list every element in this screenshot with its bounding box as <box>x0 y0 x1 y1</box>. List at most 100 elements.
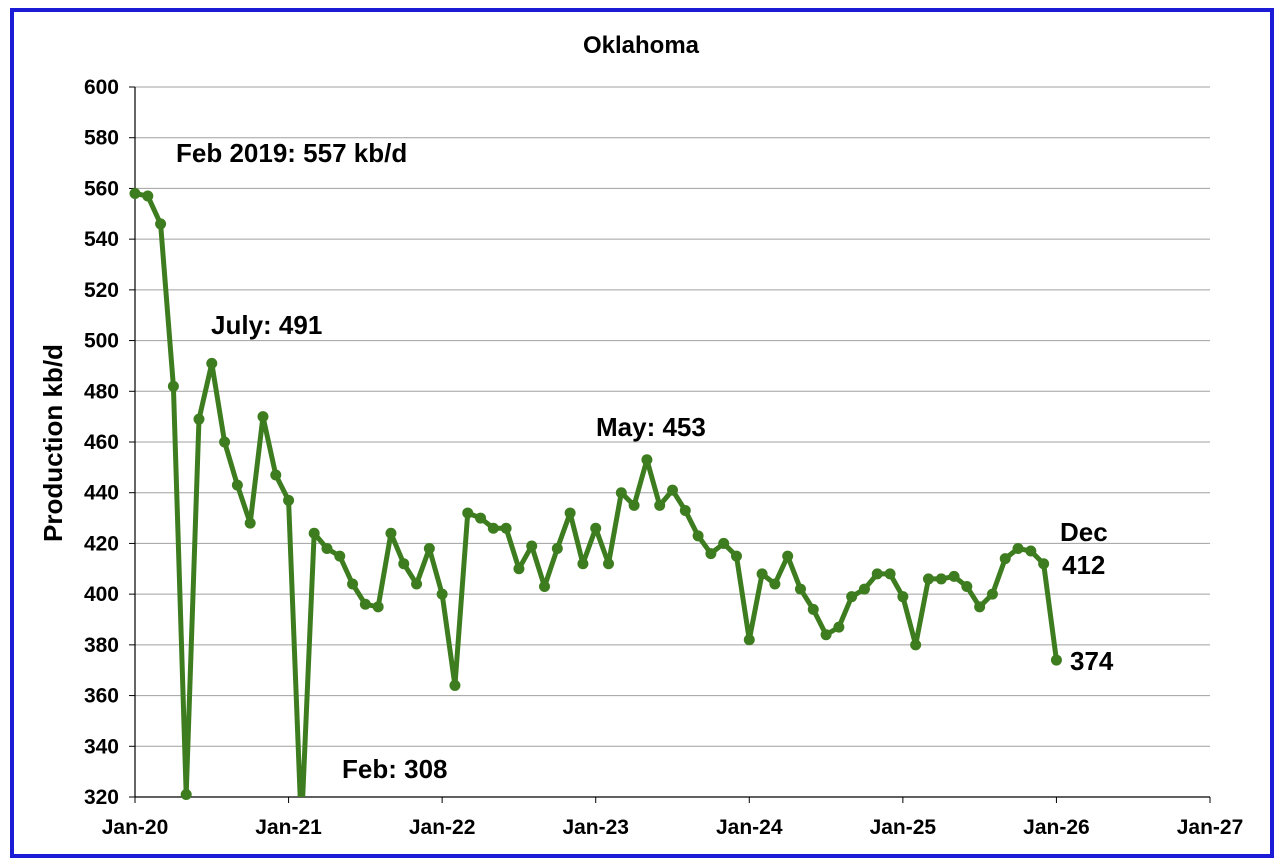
data-point <box>142 190 154 202</box>
data-point <box>999 553 1011 565</box>
y-tick-label: 340 <box>84 735 119 758</box>
data-point <box>820 629 832 641</box>
data-point <box>1038 558 1050 570</box>
data-point <box>858 583 870 595</box>
x-tick-label: Jan-23 <box>562 816 629 839</box>
x-tick-label: Jan-26 <box>1023 816 1090 839</box>
data-point <box>231 479 243 491</box>
data-point <box>398 558 410 570</box>
data-point <box>705 548 717 560</box>
data-point <box>961 581 973 593</box>
annotation-label: Dec <box>1060 517 1108 547</box>
data-point <box>436 588 448 600</box>
annotation-label: Feb: 308 <box>342 754 448 784</box>
data-point <box>730 550 742 562</box>
data-point <box>283 494 295 506</box>
data-point <box>347 578 359 590</box>
data-point <box>692 530 704 542</box>
data-point <box>180 788 192 800</box>
x-tick-label: Jan-22 <box>409 816 476 839</box>
data-point <box>475 512 487 524</box>
data-point <box>513 563 525 575</box>
annotation-label: May: 453 <box>596 412 706 442</box>
data-point <box>743 634 755 646</box>
x-tick-label: Jan-24 <box>716 816 783 839</box>
annotation-label: Feb 2019: 557 kb/d <box>176 138 407 168</box>
y-tick-label: 480 <box>84 380 119 403</box>
y-tick-label: 380 <box>84 634 119 657</box>
y-tick-label: 320 <box>84 786 119 809</box>
data-point <box>615 487 627 499</box>
data-point <box>526 540 538 552</box>
annotations: Feb 2019: 557 kb/d July: 491 Feb: 308 May: … <box>176 138 1114 784</box>
data-point <box>372 601 384 613</box>
axes <box>129 86 1211 803</box>
data-point <box>794 583 806 595</box>
data-point <box>551 543 563 554</box>
y-tick-label: 600 <box>84 76 119 99</box>
data-point <box>155 218 167 230</box>
series-line <box>134 191 1059 797</box>
data-point <box>257 411 269 423</box>
gridlines <box>135 86 1210 747</box>
data-point <box>321 543 333 554</box>
y-tick-label: 420 <box>84 532 119 555</box>
data-point <box>590 522 602 534</box>
data-point <box>833 621 845 633</box>
annotation-label: 374 <box>1070 646 1114 676</box>
x-tick-labels: Jan-20 Jan-21 Jan-22 Jan-23 Jan-24 Jan-25 Jan-… <box>102 816 1244 839</box>
y-tick-label: 580 <box>84 127 119 150</box>
data-point <box>897 591 909 603</box>
data-point <box>385 527 397 539</box>
chart-title: Oklahoma <box>583 32 700 59</box>
data-point <box>910 639 922 651</box>
data-point <box>334 550 346 562</box>
data-point <box>846 591 858 603</box>
data-point <box>167 380 179 392</box>
data-point <box>423 543 435 554</box>
y-axis-label: Production kb/d <box>38 344 68 542</box>
data-point <box>1050 654 1062 666</box>
data-point <box>769 578 781 590</box>
data-point <box>782 550 794 562</box>
data-point <box>641 454 653 466</box>
x-tick-label: Jan-27 <box>1177 816 1244 839</box>
data-point <box>411 578 423 590</box>
data-point <box>884 568 896 580</box>
x-tick-label: Jan-21 <box>255 816 322 839</box>
data-point <box>654 499 666 511</box>
data-point <box>922 573 934 585</box>
data-point <box>193 413 205 425</box>
data-point <box>667 484 678 496</box>
data-point <box>948 570 960 582</box>
data-point <box>1025 545 1037 557</box>
data-point <box>718 537 730 549</box>
data-point <box>244 517 256 529</box>
data-point <box>935 573 947 585</box>
y-tick-label: 520 <box>84 279 119 302</box>
data-point <box>603 558 615 570</box>
y-tick-label: 560 <box>84 177 119 200</box>
data-point <box>679 504 691 516</box>
data-point <box>807 603 819 615</box>
data-point <box>1012 543 1024 554</box>
y-tick-label: 500 <box>84 330 119 353</box>
data-point <box>449 679 461 691</box>
y-tick-label: 440 <box>84 482 119 505</box>
annotation-label: July: 491 <box>211 310 322 340</box>
data-point <box>756 568 768 580</box>
data-point <box>206 357 218 369</box>
data-point <box>628 499 640 511</box>
data-point <box>129 188 141 199</box>
data-point <box>462 507 474 519</box>
data-point <box>359 598 371 610</box>
data-point <box>871 568 883 580</box>
x-tick-label: Jan-25 <box>870 816 937 839</box>
y-tick-labels: 320 340 360 380 400 420 440 460 480 500 520 540 560 5… <box>84 76 119 809</box>
y-tick-label: 460 <box>84 431 119 454</box>
data-point <box>270 469 282 481</box>
y-tick-label: 540 <box>84 228 119 251</box>
data-point <box>487 522 499 534</box>
data-point <box>539 581 551 593</box>
